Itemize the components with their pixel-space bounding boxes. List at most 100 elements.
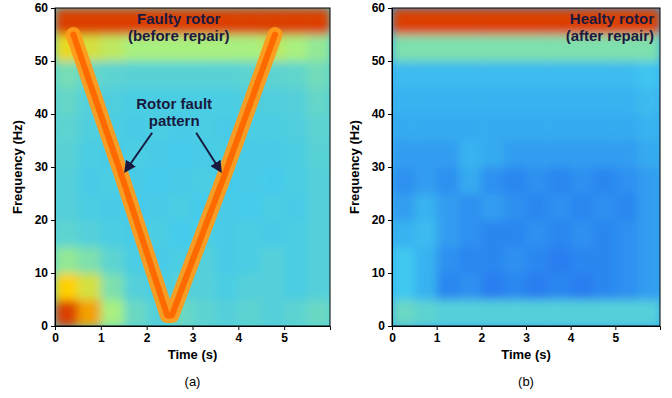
y-tick: 20 (372, 213, 392, 227)
plot-background (392, 8, 660, 326)
heat-cell (215, 220, 238, 247)
heat-cell (481, 8, 504, 35)
heat-cell (55, 273, 78, 300)
heat-cell (55, 61, 78, 88)
heat-cell (615, 300, 638, 327)
heat-cell (459, 61, 482, 88)
heat-cell (548, 247, 571, 274)
heat-cell (638, 300, 660, 327)
heat-cell (504, 61, 527, 88)
heat-cell (526, 247, 549, 274)
y-axis-title: Frequency (Hz) (347, 120, 362, 214)
heat-cell (284, 247, 307, 274)
x-tick: 4 (568, 326, 575, 345)
heat-cell (504, 167, 527, 194)
x-tick-label: 2 (144, 331, 151, 345)
heat-cell (55, 88, 78, 115)
heat-cell (548, 114, 571, 141)
heat-cell (238, 194, 261, 221)
heat-cell (548, 167, 571, 194)
y-tick: 50 (372, 54, 392, 68)
y-tick-label: 30 (372, 160, 386, 174)
heat-cell (481, 247, 504, 274)
heat-cell (101, 194, 124, 221)
annotation-arrow (196, 133, 220, 171)
y-axis-line (51, 9, 56, 327)
x-tick: 3 (190, 326, 197, 345)
heat-cell (593, 300, 616, 327)
y-axis: 0102030405060 (35, 1, 56, 333)
x-tick-label: 0 (52, 331, 59, 345)
heat-cell (261, 141, 284, 168)
heat-cell (392, 88, 415, 115)
heat-cell (284, 167, 307, 194)
x-tick-label: 3 (190, 331, 197, 345)
heat-cell (392, 220, 415, 247)
y-tick-label: 50 (35, 54, 49, 68)
heat-cell (638, 141, 660, 168)
annotation: Rotor faultpattern (136, 95, 212, 129)
heatmap (55, 8, 330, 326)
y-tick-mark (388, 220, 392, 221)
heat-cell (124, 273, 147, 300)
heat-cell (124, 61, 147, 88)
heat-cell (459, 300, 482, 327)
heat-cell (284, 300, 307, 327)
heat-cell (124, 300, 147, 327)
heat-cell (504, 194, 527, 221)
x-tick: 2 (478, 326, 485, 345)
heat-cell (78, 194, 101, 221)
heat-cell (147, 141, 170, 168)
y-tick-label: 10 (35, 266, 49, 280)
x-tick-mark (526, 326, 527, 330)
heat-cell (392, 35, 415, 62)
y-tick: 60 (35, 1, 55, 15)
x-axis-line (56, 327, 331, 331)
heat-cell (392, 247, 415, 274)
x-tick-label: 5 (612, 331, 619, 345)
x-tick: 0 (389, 326, 396, 345)
heat-cell (526, 300, 549, 327)
heat-cell (78, 8, 101, 35)
x-tick-label: 4 (568, 331, 575, 345)
heat-cell (548, 141, 571, 168)
x-tick-label: 5 (281, 331, 288, 345)
x-tick-label: 3 (523, 331, 530, 345)
heat-cell (638, 88, 660, 115)
heat-cell (526, 273, 549, 300)
y-tick-mark (388, 326, 392, 327)
heat-cell (284, 273, 307, 300)
heat-cell (215, 300, 238, 327)
x-tick-mark (615, 326, 616, 330)
heat-cell (392, 194, 415, 221)
heat-cell (170, 194, 193, 221)
x-tick-mark (437, 326, 438, 330)
x-tick-label: 0 (389, 331, 396, 345)
y-tick-mark (388, 273, 392, 274)
heat-cell (78, 167, 101, 194)
heat-cell (307, 273, 330, 300)
heat-cell (437, 194, 460, 221)
heat-cell (284, 194, 307, 221)
heat-cell (55, 300, 78, 327)
x-tick-mark (481, 326, 482, 330)
heat-cell (55, 114, 78, 141)
heat-cell (571, 61, 594, 88)
heat-cell (593, 167, 616, 194)
heat-cell (238, 247, 261, 274)
heat-cell (459, 273, 482, 300)
heat-cell (392, 61, 415, 88)
heat-cell (101, 273, 124, 300)
plot-area (392, 8, 660, 326)
heat-cell (101, 35, 124, 62)
heat-cell (459, 167, 482, 194)
heat-cell (638, 220, 660, 247)
heat-cell (238, 35, 261, 62)
y-tick: 30 (35, 160, 55, 174)
heat-cell (437, 247, 460, 274)
y-tick: 40 (35, 107, 55, 121)
heat-cell (571, 300, 594, 327)
heat-cell (615, 114, 638, 141)
heat-cell (548, 273, 571, 300)
heat-cell (437, 8, 460, 35)
